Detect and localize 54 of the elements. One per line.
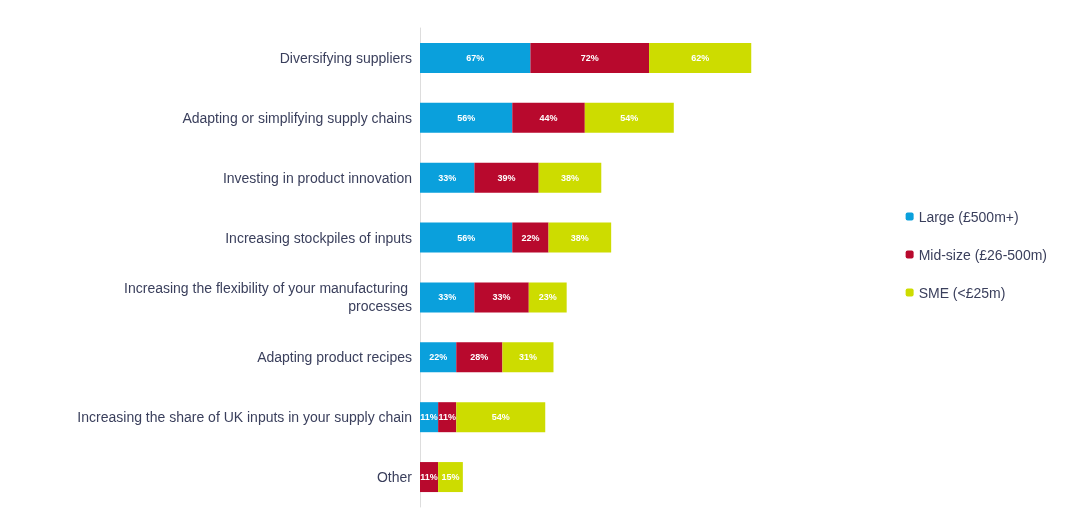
y-tick-label: Diversifying suppliers (279, 49, 412, 66)
data-label: 11% (438, 412, 456, 423)
bar (420, 342, 457, 373)
legend-label: SME (<£25m) (918, 284, 1006, 301)
data-label: 23% (538, 292, 557, 303)
legend-label: Mid-size (£26-500m) (918, 246, 1047, 263)
bar (420, 162, 475, 193)
bar (502, 342, 554, 373)
bar (420, 42, 531, 73)
bar (530, 42, 650, 73)
bar (548, 222, 612, 253)
legend-label: Large (£500m+) (918, 208, 1019, 225)
data-label: 67% (466, 52, 485, 63)
bar (438, 462, 463, 493)
bar (456, 402, 546, 433)
data-label: 33% (438, 172, 457, 183)
data-label: 72% (580, 52, 599, 63)
bar (474, 162, 539, 193)
bar (584, 102, 674, 133)
bar (456, 342, 503, 373)
data-label: 38% (570, 232, 589, 243)
data-label: 33% (438, 292, 457, 303)
data-label: 39% (497, 172, 516, 183)
bar (420, 102, 513, 133)
data-label: 44% (539, 112, 558, 123)
data-label: 15% (441, 472, 460, 483)
data-label: 11% (420, 412, 438, 423)
data-label: 62% (691, 52, 710, 63)
y-tick-label: Adapting or simplifying supply chains (182, 109, 412, 126)
data-label: 56% (457, 112, 476, 123)
data-label: 28% (470, 352, 489, 363)
bar (420, 222, 513, 253)
y-tick-label: Increasing stockpiles of inputs (225, 229, 412, 246)
data-label: 11% (420, 472, 438, 483)
data-label: 22% (521, 232, 540, 243)
y-tick-label: Investing in product innovation (222, 169, 412, 186)
data-label: 31% (518, 352, 537, 363)
bar (420, 282, 475, 313)
bar (649, 42, 752, 73)
data-label: 56% (457, 232, 476, 243)
data-label: 33% (492, 292, 511, 303)
data-label: 54% (620, 112, 639, 123)
y-tick-label: Adapting product recipes (257, 349, 412, 366)
bar (538, 162, 602, 193)
y-tick-label: Increasing the flexibility of your manufacturing processes (124, 280, 412, 315)
bar (512, 222, 549, 253)
bar (512, 102, 585, 133)
y-tick-label: Other (376, 469, 413, 486)
y-tick-label: Increasing the share of UK inputs in your supply chain (77, 409, 412, 426)
data-label: 38% (560, 172, 579, 183)
data-label: 54% (491, 412, 510, 423)
bar (528, 282, 567, 313)
data-label: 22% (429, 352, 448, 363)
bar (474, 282, 529, 313)
